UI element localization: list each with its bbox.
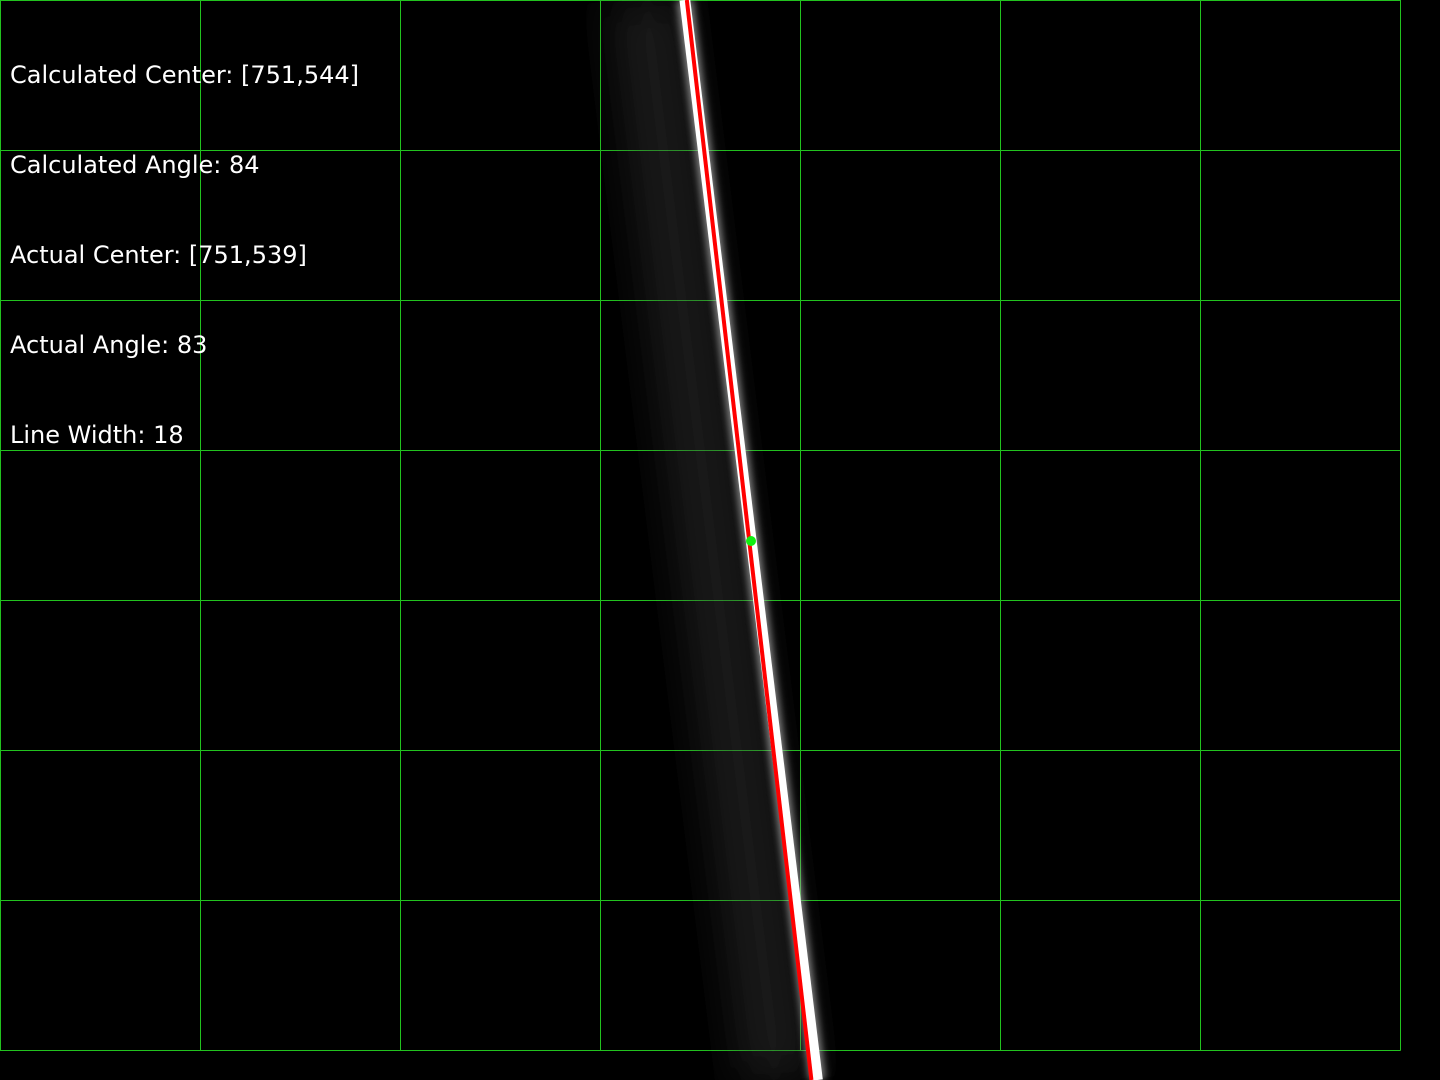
stripe-haze (610, 0, 813, 1080)
measurement-readout: Calculated Center: [751,544] Calculated … (10, 0, 359, 510)
line-width-label: Line Width: 18 (10, 421, 184, 449)
actual-angle-label: Actual Angle: 83 (10, 331, 208, 359)
center-dot (746, 536, 756, 546)
calculated-angle-label: Calculated Angle: 84 (10, 151, 260, 179)
actual-center-label: Actual Center: [751,539] (10, 241, 307, 269)
calculated-center-label: Calculated Center: [751,544] (10, 61, 359, 89)
center-marker (746, 536, 756, 546)
